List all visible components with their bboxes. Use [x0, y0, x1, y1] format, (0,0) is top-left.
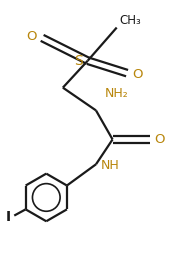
Text: NH: NH — [101, 159, 120, 172]
Text: S: S — [74, 54, 83, 68]
Text: O: O — [154, 133, 165, 146]
Text: O: O — [132, 68, 143, 81]
Text: O: O — [26, 30, 37, 43]
Text: CH₃: CH₃ — [120, 13, 142, 26]
Text: I: I — [5, 210, 11, 224]
Text: NH₂: NH₂ — [104, 87, 128, 100]
